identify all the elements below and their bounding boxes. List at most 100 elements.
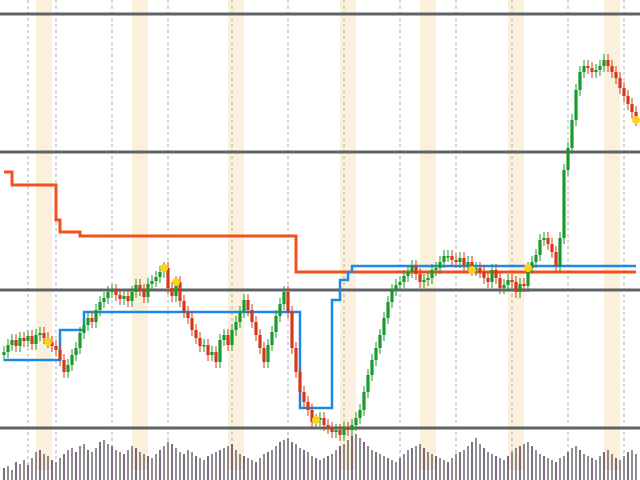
candlesticks: [2, 54, 638, 441]
candle-body-142: [570, 120, 574, 148]
candle-body-47: [190, 318, 194, 330]
candle-body-138: [554, 252, 558, 266]
candle-body-144: [578, 72, 582, 90]
candle-body-94: [378, 335, 382, 348]
candle-body-31: [126, 296, 130, 301]
session-band-3: [340, 0, 356, 470]
candle-body-26: [106, 292, 110, 298]
signal-dot-1: [160, 264, 168, 272]
candle-body-42: [170, 288, 174, 296]
candle-body-65: [262, 348, 266, 362]
candle-body-92: [370, 360, 374, 375]
session-band-4: [420, 0, 436, 470]
candle-body-39: [158, 272, 162, 277]
candle-body-141: [566, 148, 570, 170]
candle-body-98: [394, 285, 398, 290]
candle-body-87: [350, 425, 354, 430]
candle-body-113: [454, 260, 458, 262]
candle-body-28: [114, 290, 118, 295]
candle-body-36: [146, 284, 150, 297]
candle-body-70: [282, 292, 286, 304]
candle-body-15: [62, 360, 66, 372]
candle-body-32: [130, 292, 134, 301]
candle-body-7: [30, 336, 34, 344]
candle-body-35: [142, 290, 146, 297]
candle-body-111: [446, 256, 450, 258]
candle-body-16: [66, 365, 70, 372]
candle-body-140: [562, 170, 566, 238]
candle-body-55: [222, 335, 226, 340]
candle-body-44: [178, 282, 182, 301]
candle-body-63: [254, 322, 258, 335]
candle-body-33: [134, 285, 138, 292]
candle-body-84: [338, 430, 342, 435]
candle-body-110: [442, 256, 446, 262]
candle-body-99: [398, 282, 402, 285]
candle-body-71: [286, 292, 290, 312]
candle-body-150: [602, 60, 606, 66]
candle-body-157: [630, 104, 634, 112]
candle-body-130: [522, 284, 526, 286]
candle-body-72: [290, 312, 294, 348]
signal-dot-4: [468, 266, 476, 274]
candle-body-75: [302, 392, 306, 402]
candle-body-88: [354, 418, 358, 425]
candle-body-17: [70, 355, 74, 365]
candle-body-18: [74, 348, 78, 355]
candle-body-127: [510, 280, 514, 282]
candle-body-102: [410, 266, 414, 272]
candle-body-139: [558, 238, 562, 266]
candle-body-120: [482, 272, 486, 278]
candle-body-50: [202, 345, 206, 347]
candle-body-86: [346, 428, 350, 430]
candle-body-5: [22, 338, 26, 341]
candle-body-13: [54, 346, 58, 350]
candle-body-132: [530, 262, 534, 268]
candle-body-107: [430, 270, 434, 278]
candle-body-9: [38, 333, 42, 335]
candle-body-143: [574, 90, 578, 120]
candle-body-51: [206, 345, 210, 355]
candle-body-93: [374, 348, 378, 360]
candle-body-95: [382, 318, 386, 335]
candle-body-41: [166, 268, 170, 288]
candle-body-133: [534, 255, 538, 262]
signal-dot-2: [172, 278, 180, 286]
candle-body-23: [94, 310, 98, 322]
candle-body-59: [238, 312, 242, 322]
candle-body-66: [266, 345, 270, 362]
candle-body-136: [546, 238, 550, 244]
candle-body-122: [490, 270, 494, 282]
candle-body-148: [594, 70, 598, 72]
candle-body-69: [278, 304, 282, 316]
candle-body-103: [414, 266, 418, 274]
volume-histogram: [3, 434, 637, 480]
candle-body-37: [150, 281, 154, 284]
candle-body-57: [230, 330, 234, 345]
candle-body-108: [434, 268, 438, 270]
candle-body-43: [174, 282, 178, 296]
candle-body-118: [474, 268, 478, 270]
candle-body-112: [450, 256, 454, 260]
candle-body-152: [610, 66, 614, 72]
candle-body-29: [118, 295, 122, 299]
candle-body-129: [518, 284, 522, 292]
candle-body-156: [626, 96, 630, 104]
candle-body-76: [306, 402, 310, 410]
candle-body-54: [218, 340, 222, 362]
candle-body-79: [318, 418, 322, 420]
candle-body-101: [406, 272, 410, 276]
candle-body-153: [614, 72, 618, 78]
candle-body-116: [466, 262, 470, 265]
candle-body-137: [550, 244, 554, 252]
candle-body-146: [586, 66, 590, 68]
candle-body-8: [34, 335, 38, 344]
candle-body-20: [82, 325, 86, 333]
signal-dots: [44, 116, 640, 424]
candle-body-126: [506, 280, 510, 285]
candle-body-14: [58, 350, 62, 360]
candle-body-123: [494, 270, 498, 278]
candle-body-12: [50, 342, 54, 346]
